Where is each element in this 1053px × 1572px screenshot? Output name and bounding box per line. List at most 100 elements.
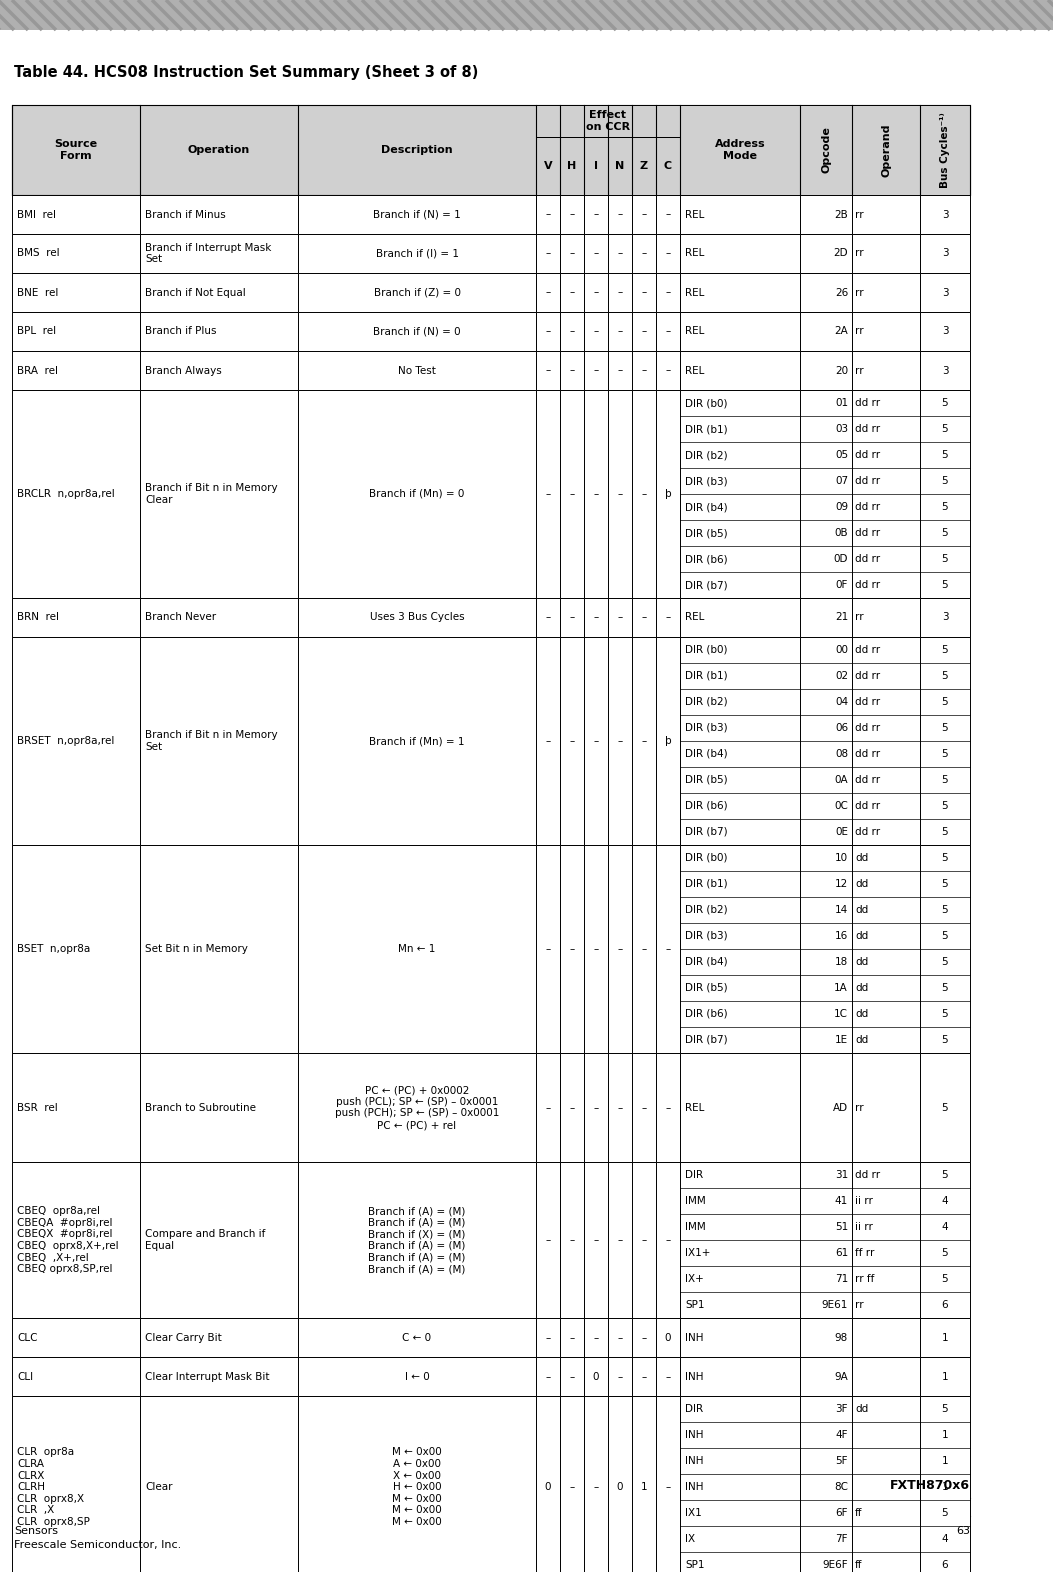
Text: 5: 5 bbox=[941, 696, 949, 707]
Text: 0E: 0E bbox=[835, 827, 848, 836]
Text: 16: 16 bbox=[835, 931, 848, 942]
Bar bbox=[800, 1319, 852, 1357]
Text: DIR (b3): DIR (b3) bbox=[686, 476, 728, 486]
Bar bbox=[632, 137, 656, 195]
Text: INH: INH bbox=[686, 1482, 703, 1492]
Text: ii rr: ii rr bbox=[855, 1221, 873, 1232]
Text: Compare and Branch if
Equal: Compare and Branch if Equal bbox=[145, 1229, 265, 1251]
Bar bbox=[608, 1053, 632, 1162]
Text: Branch if (A) = (M)
Branch if (A) = (M)
Branch if (X) = (M)
Branch if (A) = (M)
: Branch if (A) = (M) Branch if (A) = (M) … bbox=[369, 1206, 465, 1275]
Bar bbox=[584, 234, 608, 274]
Bar bbox=[852, 311, 920, 351]
Text: 2B: 2B bbox=[834, 209, 848, 220]
Text: 0A: 0A bbox=[834, 775, 848, 784]
Text: þ: þ bbox=[664, 736, 672, 747]
Bar bbox=[656, 1319, 680, 1357]
Text: –: – bbox=[665, 945, 671, 954]
Text: –: – bbox=[594, 327, 598, 336]
Bar bbox=[140, 390, 298, 597]
Text: DIR (b2): DIR (b2) bbox=[686, 450, 728, 461]
Bar bbox=[12, 390, 140, 597]
Text: 5: 5 bbox=[941, 424, 949, 434]
Text: dd: dd bbox=[855, 931, 869, 942]
Bar bbox=[560, 311, 584, 351]
Bar bbox=[584, 274, 608, 311]
Text: 02: 02 bbox=[835, 671, 848, 681]
Text: 5: 5 bbox=[941, 1102, 949, 1113]
Bar bbox=[536, 597, 560, 637]
Text: ii rr: ii rr bbox=[855, 1196, 873, 1206]
Bar bbox=[584, 1396, 608, 1572]
Text: dd rr: dd rr bbox=[855, 580, 880, 590]
Text: 5: 5 bbox=[941, 1275, 949, 1284]
Text: 5: 5 bbox=[941, 1508, 949, 1519]
Text: BRA  rel: BRA rel bbox=[17, 366, 58, 376]
Text: –: – bbox=[545, 209, 551, 220]
Text: 2D: 2D bbox=[833, 248, 848, 258]
Text: 5: 5 bbox=[941, 1034, 949, 1045]
Bar bbox=[800, 1053, 852, 1162]
Text: 1: 1 bbox=[640, 1482, 648, 1492]
Text: –: – bbox=[594, 1102, 598, 1113]
Text: –: – bbox=[570, 1372, 575, 1382]
Text: –: – bbox=[665, 288, 671, 297]
Text: IMM: IMM bbox=[686, 1221, 706, 1232]
Text: 1A: 1A bbox=[834, 982, 848, 994]
Bar bbox=[656, 390, 680, 597]
Bar bbox=[852, 274, 920, 311]
Text: Clear Interrupt Mask Bit: Clear Interrupt Mask Bit bbox=[145, 1372, 270, 1382]
Bar bbox=[608, 137, 632, 195]
Text: 1: 1 bbox=[941, 1333, 949, 1342]
Text: –: – bbox=[570, 613, 575, 623]
Bar bbox=[536, 105, 680, 137]
Bar bbox=[536, 274, 560, 311]
Bar bbox=[852, 1319, 920, 1357]
Text: Branch if (Mn) = 0: Branch if (Mn) = 0 bbox=[370, 489, 464, 498]
Text: 3: 3 bbox=[941, 327, 949, 336]
Text: SP1: SP1 bbox=[686, 1300, 704, 1309]
Text: –: – bbox=[545, 366, 551, 376]
Text: 5: 5 bbox=[941, 1404, 949, 1415]
Text: BRCLR  n,opr8a,rel: BRCLR n,opr8a,rel bbox=[17, 489, 115, 498]
Text: –: – bbox=[594, 489, 598, 498]
Text: 5: 5 bbox=[941, 476, 949, 486]
Bar bbox=[584, 311, 608, 351]
Text: DIR: DIR bbox=[686, 1404, 703, 1415]
Bar bbox=[12, 105, 970, 195]
Bar bbox=[608, 597, 632, 637]
Bar bbox=[920, 1357, 970, 1396]
Bar bbox=[12, 351, 140, 390]
Bar bbox=[656, 195, 680, 234]
Text: –: – bbox=[545, 736, 551, 747]
Text: Freescale Semiconductor, Inc.: Freescale Semiconductor, Inc. bbox=[14, 1541, 181, 1550]
Text: DIR (b1): DIR (b1) bbox=[686, 671, 728, 681]
Text: –: – bbox=[594, 613, 598, 623]
Text: dd rr: dd rr bbox=[855, 553, 880, 564]
Bar bbox=[632, 846, 656, 1053]
Text: 0F: 0F bbox=[836, 580, 848, 590]
Text: 09: 09 bbox=[835, 501, 848, 512]
Bar bbox=[140, 1357, 298, 1396]
Text: REL: REL bbox=[686, 327, 704, 336]
Bar bbox=[536, 1162, 560, 1319]
Text: 1: 1 bbox=[941, 1482, 949, 1492]
Text: AD: AD bbox=[833, 1102, 848, 1113]
Text: rr: rr bbox=[855, 209, 863, 220]
Text: Effect
on CCR: Effect on CCR bbox=[585, 110, 630, 132]
Text: 3: 3 bbox=[941, 288, 949, 297]
Text: –: – bbox=[594, 1236, 598, 1245]
Text: dd rr: dd rr bbox=[855, 748, 880, 759]
Text: 5: 5 bbox=[941, 723, 949, 733]
Bar bbox=[298, 1396, 536, 1572]
Text: CLC: CLC bbox=[17, 1333, 38, 1342]
Text: Bus Cycles⁻¹⁾: Bus Cycles⁻¹⁾ bbox=[940, 112, 950, 189]
Text: –: – bbox=[617, 1372, 622, 1382]
Bar bbox=[584, 351, 608, 390]
Bar bbox=[920, 637, 970, 846]
Bar bbox=[800, 1396, 852, 1572]
Text: –: – bbox=[570, 1333, 575, 1342]
Text: DIR (b7): DIR (b7) bbox=[686, 580, 728, 590]
Text: dd rr: dd rr bbox=[855, 450, 880, 461]
Bar bbox=[680, 597, 800, 637]
Text: Branch if Minus: Branch if Minus bbox=[145, 209, 225, 220]
